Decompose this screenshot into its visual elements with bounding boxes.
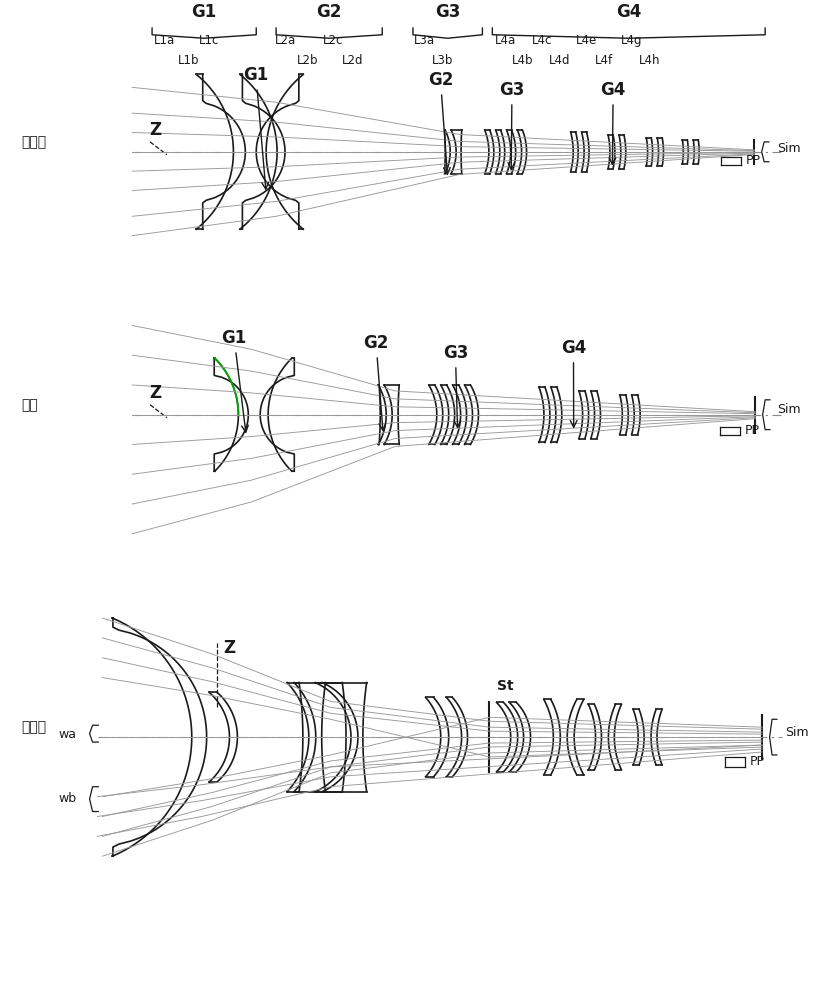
- Text: G1: G1: [243, 66, 269, 189]
- Text: G2: G2: [316, 3, 342, 21]
- Text: L3b: L3b: [432, 54, 453, 67]
- Text: L4b: L4b: [512, 54, 533, 67]
- Text: G2: G2: [428, 71, 453, 174]
- Text: G2: G2: [363, 334, 388, 430]
- Text: 望远端: 望远端: [21, 135, 46, 149]
- Text: Sim: Sim: [776, 142, 799, 155]
- Text: L2d: L2d: [342, 54, 363, 67]
- Text: L4a: L4a: [494, 34, 515, 47]
- Text: G4: G4: [600, 81, 625, 164]
- Text: wb: wb: [58, 792, 77, 805]
- Text: G1: G1: [192, 3, 216, 21]
- Text: G3: G3: [442, 344, 468, 427]
- Text: Sim: Sim: [784, 726, 808, 739]
- Text: L1c: L1c: [198, 34, 219, 47]
- Text: Z: Z: [149, 384, 161, 402]
- Text: 中间: 中间: [21, 398, 38, 412]
- Text: wa: wa: [59, 728, 77, 741]
- Text: 广角端: 广角端: [21, 720, 46, 734]
- Text: PP: PP: [749, 755, 763, 768]
- Text: L1a: L1a: [154, 34, 175, 47]
- Text: L2c: L2c: [322, 34, 342, 47]
- Text: L2a: L2a: [275, 34, 296, 47]
- Text: G3: G3: [499, 81, 524, 169]
- Text: L4e: L4e: [575, 34, 596, 47]
- Text: L4g: L4g: [620, 34, 641, 47]
- Text: Sim: Sim: [776, 403, 799, 416]
- Text: L4h: L4h: [639, 54, 660, 67]
- Text: Z: Z: [224, 639, 235, 657]
- Text: PP: PP: [744, 424, 758, 437]
- Text: L2b: L2b: [296, 54, 319, 67]
- Text: L3a: L3a: [414, 34, 435, 47]
- Text: St: St: [496, 679, 514, 693]
- Text: G1: G1: [221, 329, 248, 432]
- Text: PP: PP: [744, 154, 759, 167]
- Text: L4c: L4c: [531, 34, 551, 47]
- Text: L1b: L1b: [178, 54, 199, 67]
- Text: G3: G3: [434, 3, 459, 21]
- Text: L4d: L4d: [549, 54, 570, 67]
- Text: Z: Z: [149, 121, 161, 139]
- Text: G4: G4: [615, 3, 640, 21]
- Text: L4f: L4f: [595, 54, 613, 67]
- Text: G4: G4: [560, 339, 586, 427]
